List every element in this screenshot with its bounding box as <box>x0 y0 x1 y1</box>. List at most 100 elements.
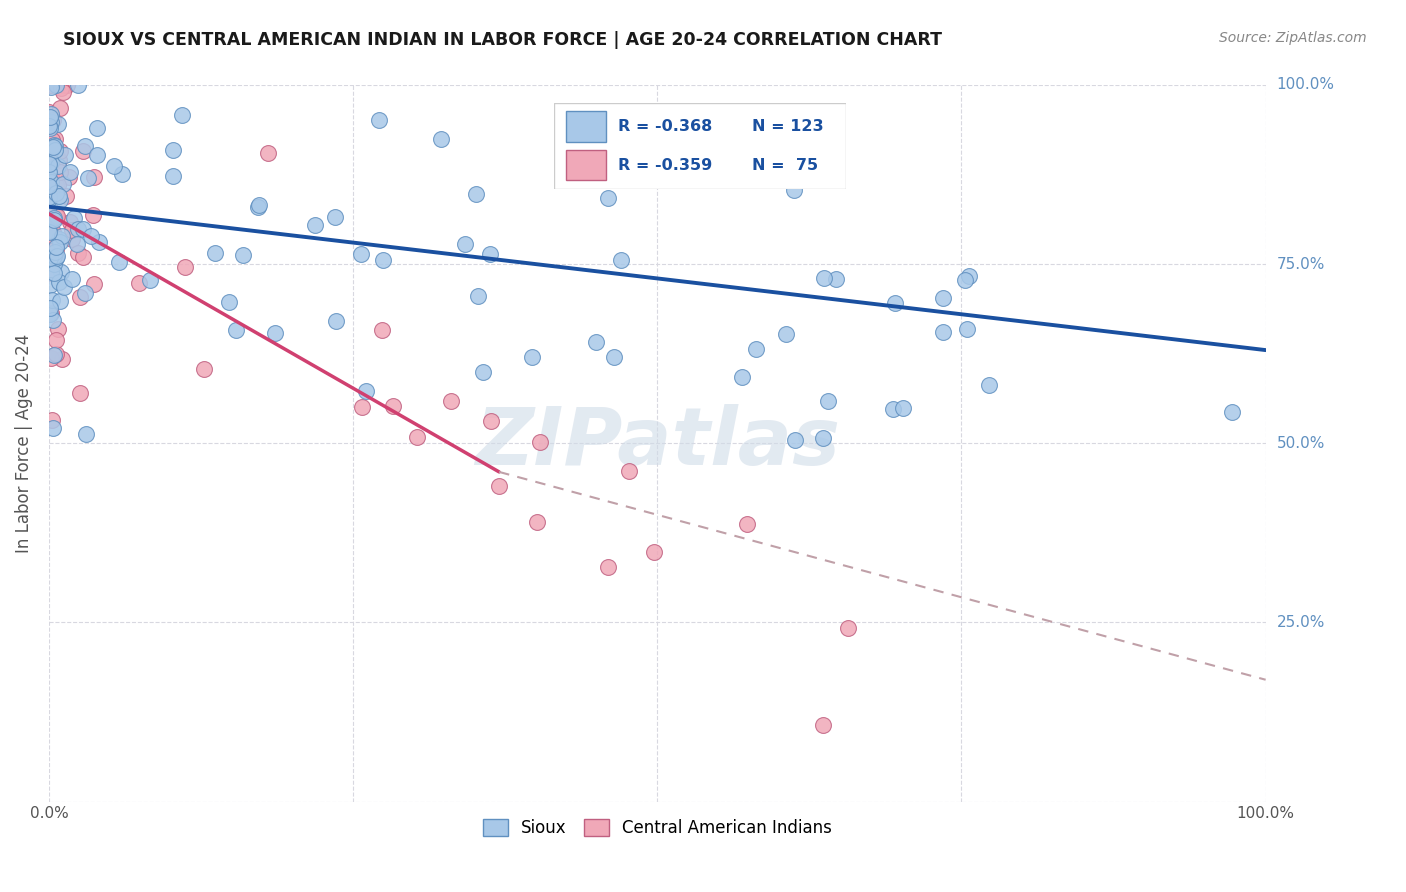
Point <box>38 251 60 265</box>
Point <box>42 225 65 239</box>
Point <box>48 117 70 131</box>
Point <box>41 209 63 223</box>
Point <box>1222 405 1244 419</box>
Point <box>41 420 63 434</box>
Point <box>45 240 67 254</box>
Point <box>529 435 551 450</box>
Point <box>813 431 835 445</box>
Point <box>49 235 72 249</box>
Point <box>735 517 758 532</box>
Point <box>42 348 65 362</box>
Point <box>323 210 346 224</box>
Point <box>86 120 108 135</box>
Point <box>46 178 69 192</box>
Point <box>373 253 395 268</box>
Point <box>39 228 62 243</box>
Point <box>45 209 67 223</box>
Point <box>745 342 768 356</box>
Point <box>42 213 65 227</box>
Text: Source: ZipAtlas.com: Source: ZipAtlas.com <box>1219 31 1367 45</box>
Point <box>86 148 108 162</box>
Point <box>39 231 62 245</box>
Point <box>247 198 270 212</box>
Point <box>60 223 83 237</box>
Point <box>354 384 377 399</box>
Point <box>811 718 834 732</box>
Point <box>817 393 839 408</box>
Point <box>103 159 125 173</box>
Point <box>46 249 69 263</box>
Point <box>56 78 79 92</box>
Point <box>44 245 66 260</box>
Point <box>42 249 65 263</box>
Point <box>38 104 60 119</box>
Point <box>162 169 184 184</box>
Point <box>44 132 66 146</box>
Point <box>42 211 65 226</box>
Point <box>75 426 97 441</box>
Point <box>38 169 60 184</box>
Point <box>38 165 60 179</box>
Point <box>526 515 548 529</box>
Point <box>38 157 60 171</box>
Point <box>38 172 60 186</box>
Point <box>72 144 94 158</box>
Point <box>41 133 63 147</box>
Point <box>44 227 66 242</box>
Point <box>304 218 326 232</box>
Point <box>464 186 486 201</box>
Point <box>225 323 247 337</box>
Point <box>82 208 104 222</box>
Point <box>60 232 83 246</box>
Text: ZIPatlas: ZIPatlas <box>475 404 839 483</box>
Point <box>38 238 60 252</box>
Point <box>39 115 62 129</box>
Point <box>256 145 278 160</box>
Point <box>39 169 62 184</box>
Point <box>41 247 63 261</box>
Point <box>325 314 347 328</box>
Point <box>350 247 373 261</box>
Point <box>813 270 835 285</box>
Point <box>41 306 63 320</box>
Point <box>52 177 75 191</box>
Point <box>39 155 62 169</box>
Point <box>246 200 269 214</box>
Point <box>53 148 76 162</box>
Point <box>52 85 75 99</box>
Point <box>162 143 184 157</box>
Point <box>48 145 70 159</box>
Point <box>406 430 429 444</box>
Point <box>731 370 754 384</box>
Point <box>38 178 60 193</box>
Point <box>38 224 60 238</box>
Point <box>775 326 797 341</box>
Point <box>49 293 72 308</box>
Point <box>55 189 77 203</box>
Point <box>38 266 60 280</box>
Point <box>891 401 914 416</box>
Point <box>83 277 105 291</box>
Point <box>488 478 510 492</box>
Point <box>172 108 194 122</box>
Point <box>41 152 63 166</box>
Point <box>46 78 69 92</box>
Point <box>471 365 494 379</box>
Point <box>45 186 67 200</box>
Point <box>72 222 94 236</box>
Point <box>41 107 63 121</box>
Text: 25.0%: 25.0% <box>1277 615 1324 630</box>
Text: 75.0%: 75.0% <box>1277 257 1324 271</box>
Point <box>38 193 60 207</box>
Point <box>53 279 76 293</box>
Point <box>232 248 254 262</box>
Point <box>454 237 477 252</box>
Point <box>45 78 67 92</box>
Point <box>837 621 859 635</box>
Point <box>87 235 110 249</box>
Point <box>440 393 463 408</box>
Point <box>39 235 62 250</box>
Point <box>49 265 72 279</box>
Point <box>60 271 83 285</box>
Point <box>956 322 979 336</box>
